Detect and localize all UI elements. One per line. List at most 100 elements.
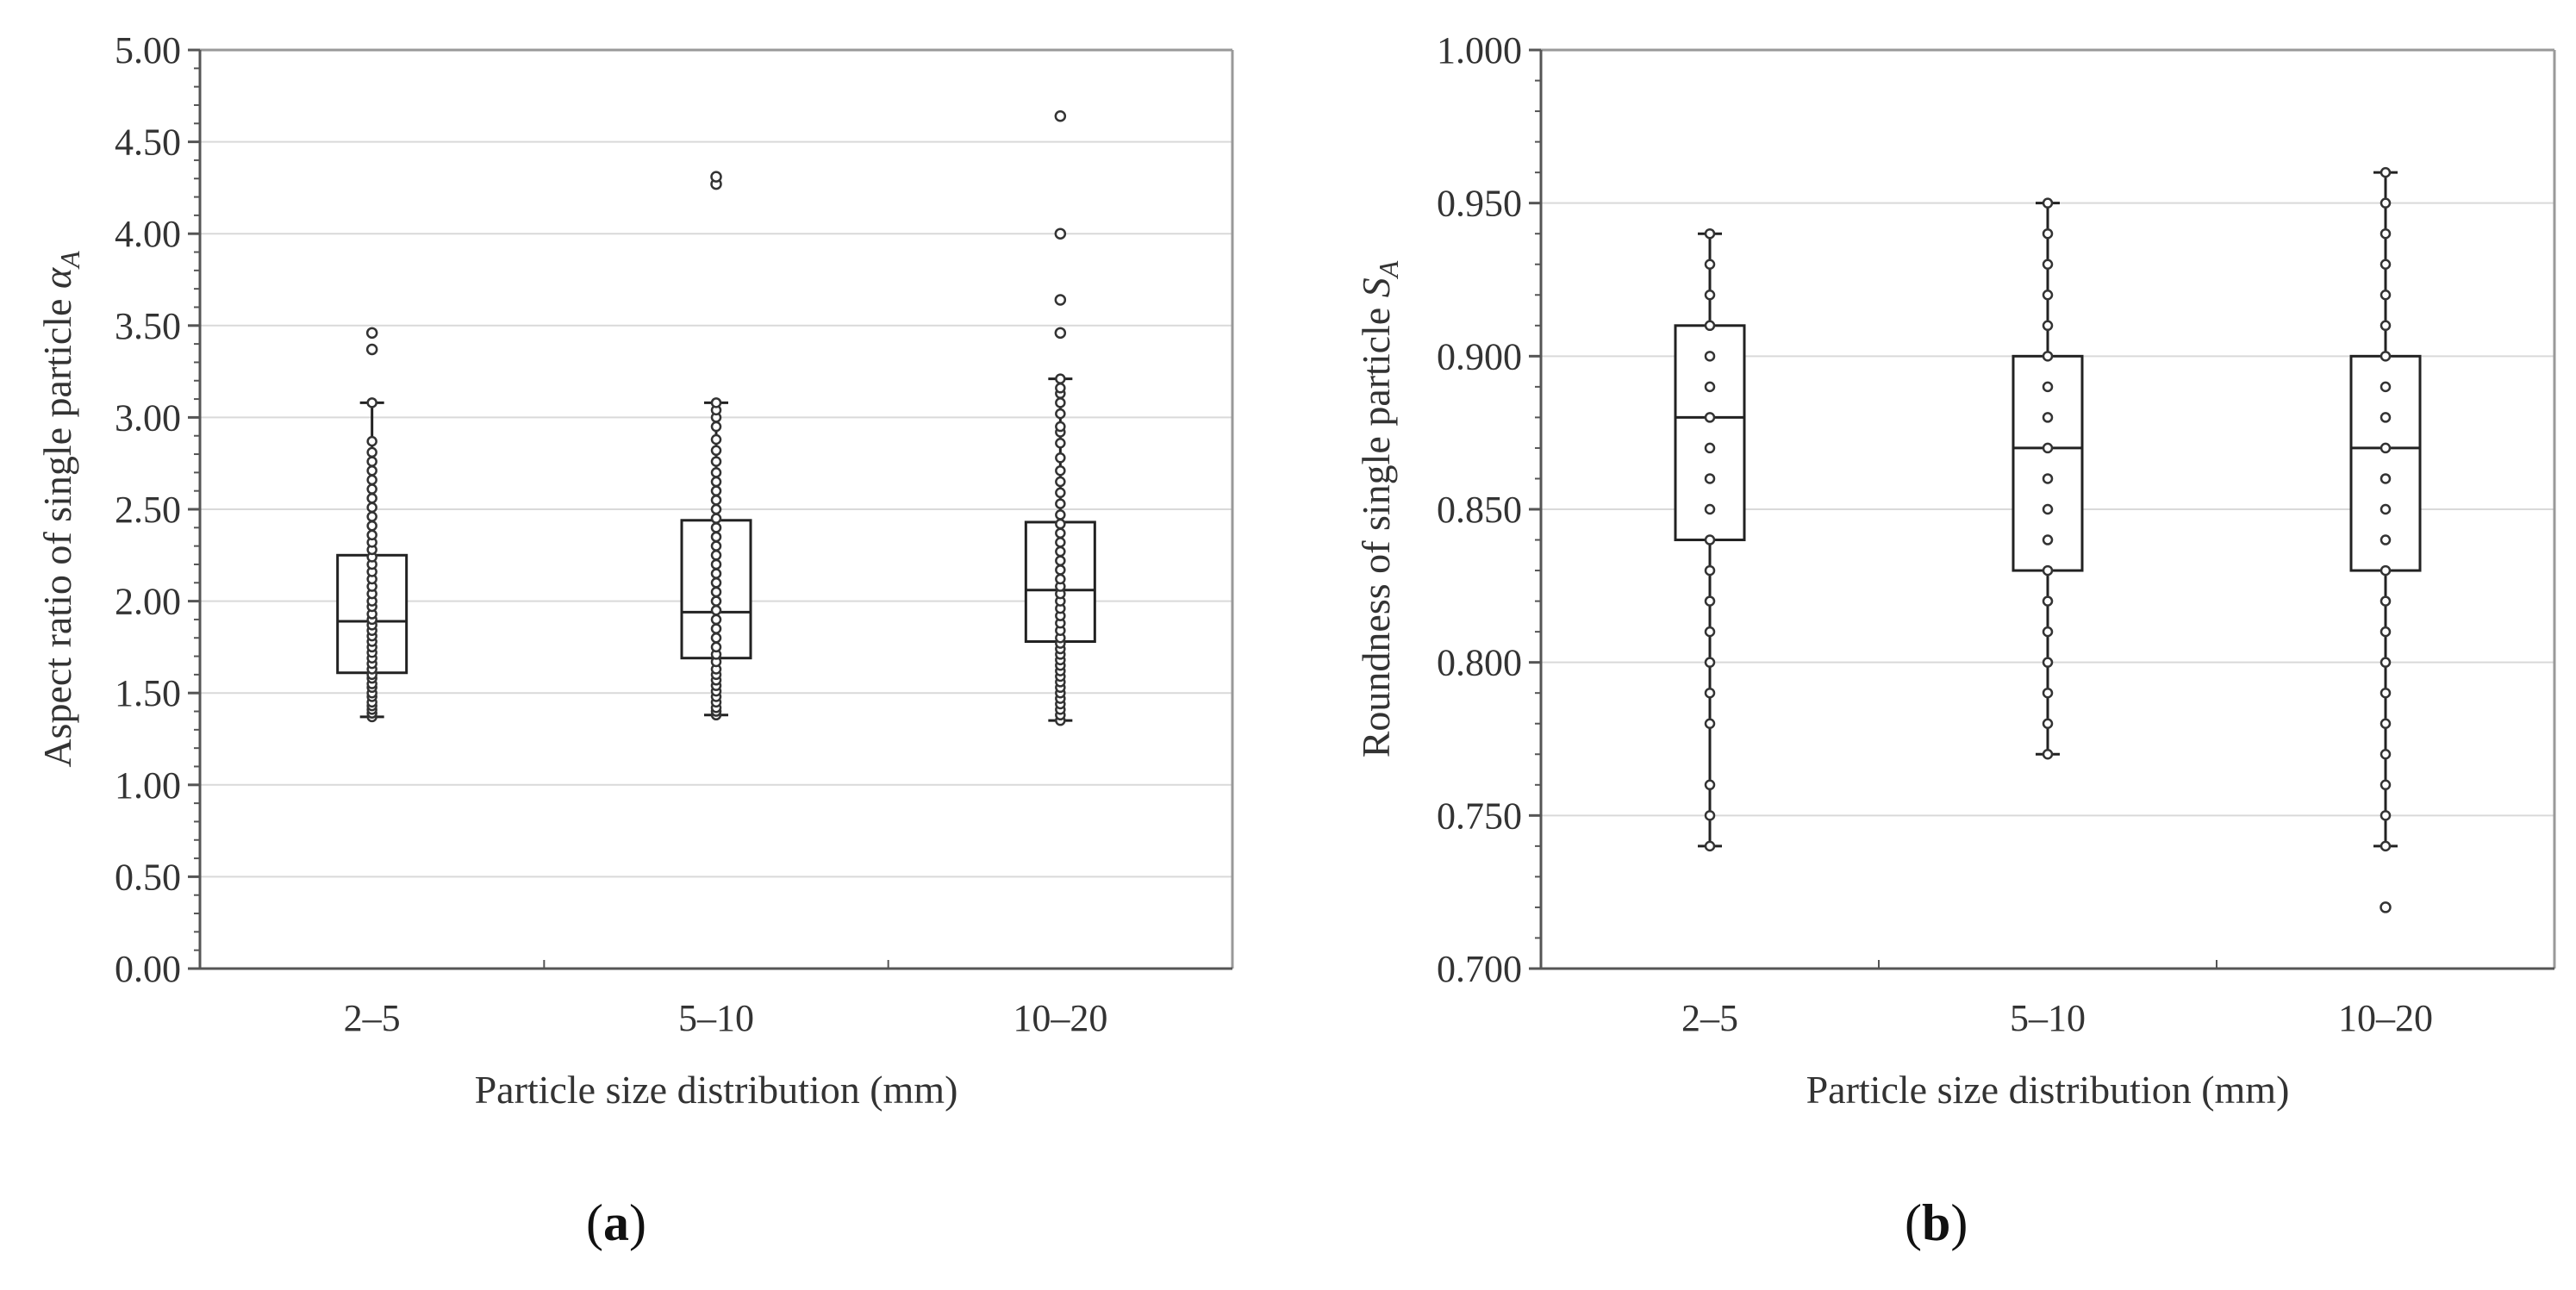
data-point	[1704, 564, 1716, 576]
data-point	[2380, 687, 2392, 699]
outlier-point	[1054, 327, 1067, 340]
outlier-point	[1054, 227, 1067, 240]
box-group	[2349, 166, 2422, 913]
data-point	[2042, 197, 2054, 209]
data-point	[1055, 452, 1066, 464]
data-point	[2380, 290, 2392, 301]
data-point	[710, 433, 722, 446]
box-group	[2012, 197, 2084, 760]
data-point	[1704, 320, 1716, 332]
data-point	[710, 550, 722, 561]
data-point	[1704, 473, 1716, 484]
data-point	[710, 605, 722, 616]
data-point	[1055, 437, 1066, 449]
x-tick-label: 2–5	[1681, 997, 1738, 1039]
data-point	[1055, 487, 1066, 499]
data-point	[1704, 442, 1716, 454]
y-tick-label: 0.00	[115, 948, 181, 990]
data-point	[2380, 626, 2392, 638]
data-point	[710, 397, 722, 408]
data-point	[710, 632, 722, 644]
y-tick-label: 4.00	[115, 213, 181, 255]
data-point	[1055, 527, 1066, 539]
data-point	[1704, 351, 1716, 362]
y-tick-label: 1.50	[115, 672, 181, 714]
data-point	[710, 485, 722, 496]
data-point	[366, 397, 377, 408]
y-tick-label: 1.000	[1437, 29, 1522, 72]
x-tick-label: 5–10	[678, 997, 754, 1039]
y-tick-label: 0.850	[1437, 489, 1522, 531]
data-point	[2380, 595, 2392, 607]
data-point	[1055, 383, 1066, 394]
data-point	[710, 540, 722, 552]
data-point	[2042, 290, 2054, 301]
y-tick-label: 5.00	[115, 29, 181, 72]
data-point	[366, 464, 377, 477]
y-tick-label: 4.50	[115, 122, 181, 164]
data-point	[2380, 749, 2392, 760]
data-point	[1055, 509, 1066, 520]
data-point	[2380, 381, 2392, 393]
data-point	[2380, 412, 2392, 423]
data-point	[2380, 534, 2392, 545]
data-point	[710, 522, 722, 533]
x-axis-title: Particle size distribution (mm)	[1806, 1068, 2290, 1112]
box-group	[336, 327, 409, 723]
data-point	[1704, 503, 1716, 515]
data-point	[1704, 657, 1716, 668]
chart-panel-a: 0.00 0.50 1.00 1.50 2.00 2.50 3.00 3.50 4.00 4.50…	[35, 29, 1234, 1112]
data-point	[710, 421, 722, 433]
data-point	[1055, 518, 1066, 530]
data-point	[1704, 227, 1716, 240]
data-point	[710, 456, 722, 467]
data-point	[1704, 626, 1716, 638]
data-point	[1055, 564, 1066, 576]
x-tick-label: 5–10	[2010, 997, 2086, 1039]
panel-label-b: (b)	[1905, 1194, 1968, 1251]
outlier-point	[365, 327, 378, 340]
data-point	[1704, 412, 1716, 423]
y-axis-title-subscript: A	[54, 251, 85, 270]
box-group	[680, 171, 752, 721]
data-point	[710, 595, 722, 607]
data-point	[710, 503, 722, 515]
data-point	[1055, 408, 1066, 420]
y-tick-label: 0.700	[1437, 948, 1522, 990]
y-tick-label: 3.50	[115, 305, 181, 347]
y-tick-label: 1.00	[115, 764, 181, 807]
data-point	[2380, 473, 2392, 484]
data-point	[2380, 259, 2392, 270]
data-point	[366, 474, 377, 486]
y-tick-label: 2.00	[115, 581, 181, 623]
x-tick-label: 2–5	[344, 997, 401, 1039]
data-point	[2380, 657, 2392, 668]
y-axis-title: Roundness of single particle SA	[1354, 260, 1404, 757]
data-point	[1055, 464, 1066, 477]
data-point	[710, 445, 722, 457]
box-group	[1024, 110, 1096, 726]
data-point	[1704, 534, 1716, 545]
panel-letter-b: b	[1921, 1194, 1951, 1251]
data-point	[710, 467, 722, 478]
data-point	[1704, 718, 1716, 729]
outlier-point	[1054, 294, 1067, 306]
data-point	[366, 456, 377, 467]
data-point	[2042, 534, 2054, 545]
data-point	[1055, 397, 1066, 408]
data-point	[2380, 320, 2392, 332]
data-point	[1055, 373, 1066, 384]
data-point	[2042, 351, 2054, 362]
data-point	[2042, 473, 2054, 484]
x-tick-label: 10–20	[2338, 997, 2433, 1039]
data-point	[710, 586, 722, 598]
data-point	[366, 435, 377, 447]
data-point	[1704, 840, 1716, 852]
data-point	[366, 446, 377, 458]
data-point	[2380, 564, 2392, 576]
data-point	[366, 529, 377, 541]
outlier-point	[1054, 110, 1067, 122]
data-point	[710, 577, 722, 589]
box-group	[1674, 227, 1746, 852]
